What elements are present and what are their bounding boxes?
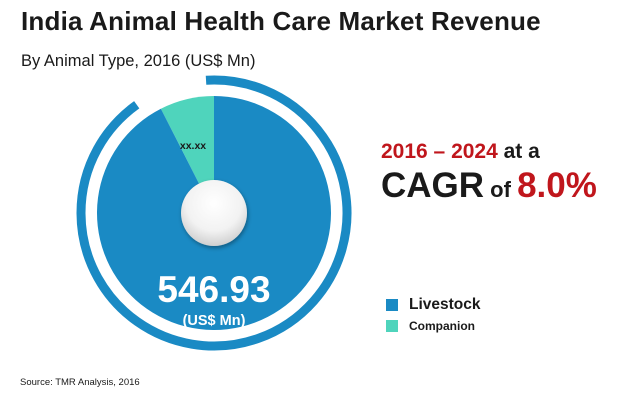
- legend-swatch-livestock: [386, 298, 398, 311]
- source-note: Source: TMR Analysis, 2016: [20, 377, 140, 388]
- cagr-years: 2016 – 2024: [381, 140, 498, 163]
- chart-title: India Animal Health Care Market Revenue: [21, 6, 541, 36]
- cagr-at-a: at a: [497, 140, 540, 163]
- cagr-value: 8.0%: [517, 166, 597, 205]
- outer-ring-arc: [76, 75, 352, 351]
- cagr-period: 2016 – 2024 at a: [381, 140, 540, 164]
- cagr-of: of: [484, 177, 518, 202]
- legend-label-companion: Companion: [409, 318, 475, 333]
- center-hub: [181, 180, 247, 246]
- cagr-value-line: CAGR of 8.0%: [381, 166, 597, 206]
- chart-subtitle: By Animal Type, 2016 (US$ Mn): [21, 52, 256, 70]
- legend-label-livestock: Livestock: [409, 295, 481, 313]
- legend-item-livestock: Livestock: [386, 294, 481, 315]
- chart-legend: Livestock Companion: [386, 294, 481, 336]
- data-label-livestock: 546.93: [157, 269, 270, 310]
- legend-swatch-companion: [386, 319, 398, 332]
- data-label-livestock-unit: (US$ Mn): [183, 313, 246, 329]
- legend-item-companion: Companion: [386, 315, 481, 336]
- cagr-label: CAGR: [381, 166, 485, 205]
- outer-ring-stroke: [76, 75, 352, 351]
- data-label-companion: xx.xx: [180, 140, 206, 152]
